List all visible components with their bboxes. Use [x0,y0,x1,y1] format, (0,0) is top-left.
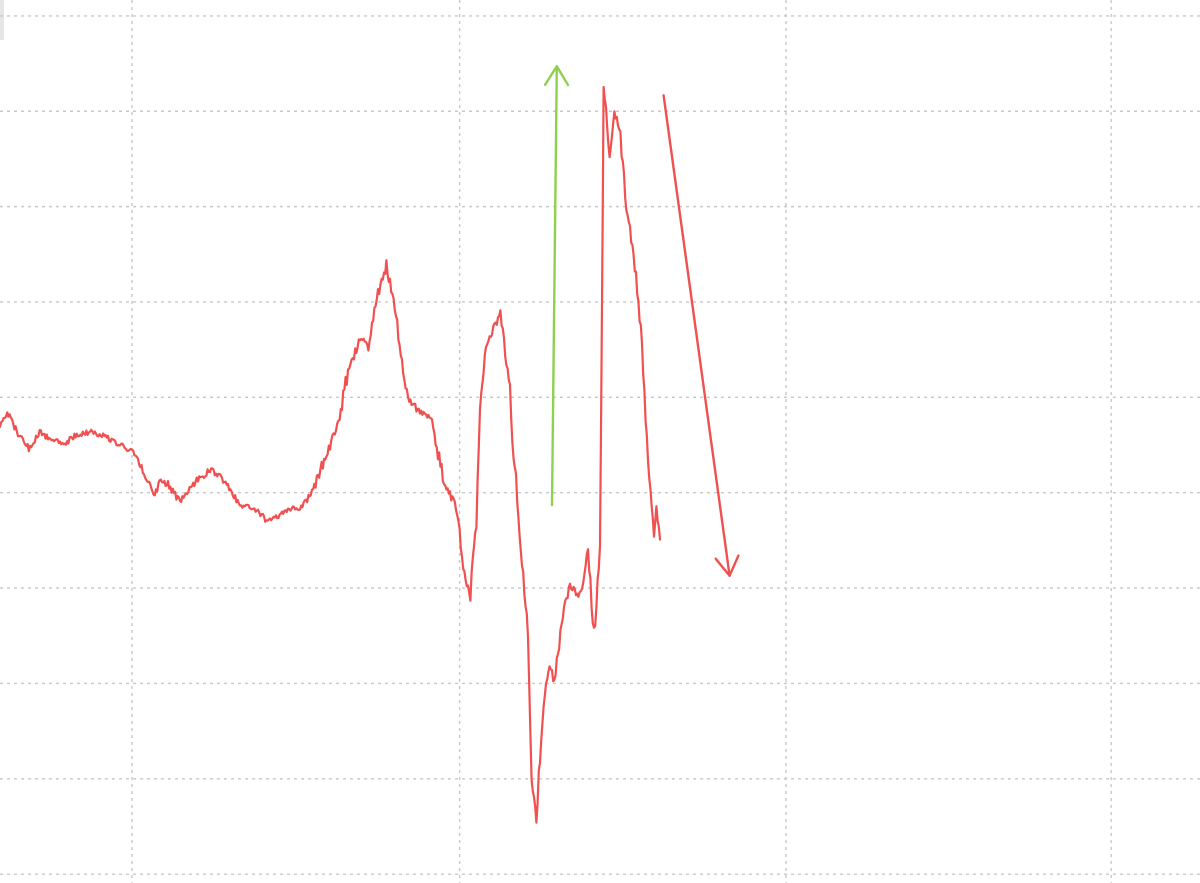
arrow-head-0 [543,64,570,87]
arrow-head-1 [714,554,740,577]
annotation-layer [543,64,740,577]
arrow-shaft-1 [662,94,731,577]
left-edge-marker [0,0,4,40]
arrow-shaft-0 [550,65,558,507]
series-layer [0,85,662,824]
series-line-0 [0,85,662,824]
